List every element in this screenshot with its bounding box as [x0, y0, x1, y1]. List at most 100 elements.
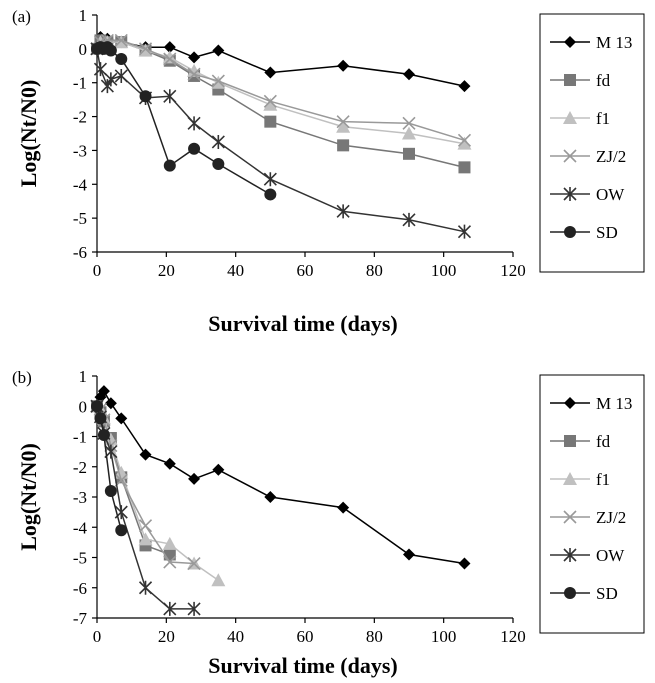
legend-label: fd: [596, 432, 611, 451]
data-point: [138, 42, 153, 56]
data-point: [163, 601, 177, 616]
legend-marker: [564, 74, 576, 86]
legend-label: f1: [596, 470, 610, 489]
legend-marker: [563, 472, 577, 485]
legend-label: M 13: [596, 394, 632, 413]
y-tick-label: -6: [73, 579, 87, 598]
data-point: [138, 580, 153, 595]
y-tick-label: -6: [73, 243, 87, 262]
data-point: [264, 66, 277, 79]
data-point: [336, 119, 351, 133]
data-point: [114, 465, 129, 479]
series-sd: [91, 41, 277, 201]
y-tick-label: 0: [79, 397, 88, 416]
data-point: [162, 50, 177, 64]
data-point: [114, 68, 128, 83]
data-point: [457, 136, 472, 150]
data-point: [97, 428, 110, 441]
data-point: [163, 555, 177, 569]
y-tick-label: -3: [73, 141, 87, 160]
x-tick-label: 40: [227, 627, 244, 646]
data-point: [403, 548, 415, 561]
data-point: [457, 224, 472, 239]
data-point: [212, 463, 225, 476]
data-point: [188, 51, 201, 64]
legend-marker: [563, 111, 577, 124]
data-point: [403, 147, 415, 160]
data-point: [187, 67, 201, 81]
data-point: [104, 397, 117, 410]
panel-label: (a): [12, 7, 31, 26]
data-point: [458, 161, 471, 174]
x-tick-label: 100: [431, 261, 457, 280]
x-tick-label: 40: [227, 261, 244, 280]
data-point: [187, 556, 201, 571]
data-point: [211, 134, 225, 149]
data-point: [263, 94, 277, 108]
data-point: [336, 115, 350, 129]
data-point: [337, 501, 350, 514]
y-tick-label: -1: [73, 74, 87, 93]
legend-marker: [564, 36, 576, 48]
series-m-13: [91, 31, 471, 93]
data-point: [162, 536, 177, 550]
x-tick-label: 120: [500, 261, 526, 280]
data-point: [188, 472, 201, 485]
legend-marker: [563, 548, 577, 562]
x-tick-label: 60: [297, 627, 314, 646]
data-point: [115, 412, 128, 425]
x-tick-label: 120: [500, 627, 526, 646]
legend-marker: [564, 397, 576, 409]
legend-box: [539, 374, 645, 634]
data-point: [97, 385, 110, 398]
data-point: [163, 457, 176, 470]
series-line: [96, 389, 465, 565]
data-point: [212, 44, 225, 57]
data-point: [211, 74, 225, 88]
data-point: [139, 448, 152, 461]
y-tick-label: 0: [79, 40, 88, 59]
y-tick-label: -5: [73, 209, 87, 228]
legend-label: fd: [596, 71, 611, 90]
data-point: [403, 68, 415, 81]
data-point: [115, 524, 128, 537]
data-point: [337, 59, 350, 72]
data-point: [138, 532, 153, 546]
legend-label: SD: [596, 223, 618, 242]
series-zj-2: [90, 33, 472, 147]
data-point: [163, 41, 176, 54]
chart-panel-b: 1 0 -1 -2 -3 -4 -5 -6 -7 0 20 40 60 80 100 120 Survival …: [12, 367, 645, 678]
y-tick-label: -2: [73, 458, 87, 477]
data-point: [104, 44, 117, 57]
data-point: [94, 412, 107, 425]
data-point: [264, 491, 277, 503]
data-point: [336, 204, 350, 219]
data-point: [187, 116, 201, 131]
legend-marker: [564, 435, 576, 447]
data-point: [91, 400, 103, 413]
x-tick-label: 100: [431, 627, 457, 646]
data-point: [138, 519, 153, 533]
series-sd: [91, 400, 128, 537]
data-point: [263, 172, 277, 187]
y-tick-label: -7: [73, 609, 88, 628]
x-tick-label: 80: [366, 627, 383, 646]
y-axis-title: Log(Nt/N0): [16, 80, 41, 188]
data-point: [264, 188, 277, 201]
x-tick-label: 60: [297, 261, 314, 280]
data-point: [139, 90, 152, 103]
data-point: [114, 33, 128, 47]
y-axis-title: Log(Nt/N0): [16, 443, 41, 551]
data-point: [402, 212, 416, 227]
data-point: [104, 484, 117, 497]
legend-label: SD: [596, 584, 618, 603]
x-tick-label: 20: [158, 261, 175, 280]
x-tick-label: 0: [93, 627, 102, 646]
y-tick-label: -1: [73, 428, 87, 447]
legend-marker: [563, 149, 577, 163]
y-tick-label: -3: [73, 488, 87, 507]
data-point: [163, 52, 177, 66]
data-point: [187, 601, 201, 616]
panel-label: (b): [12, 368, 32, 387]
data-point: [115, 53, 128, 66]
